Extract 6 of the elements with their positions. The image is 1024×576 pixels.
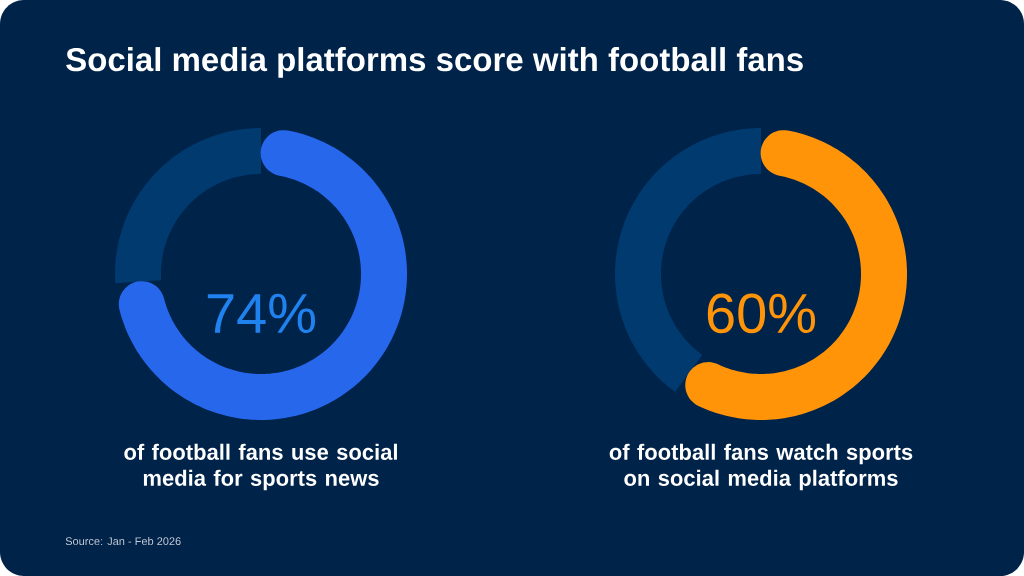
text: of football fans use social media for sports news <box>124 443 397 491</box>
source-note: Source: Jan - Feb 2026 <box>65 537 181 546</box>
text: of football fans watch sports on social media platforms <box>609 443 913 491</box>
chart-title: Social media platforms score with football fans <box>66 47 803 78</box>
data-label: 60% <box>707 293 816 334</box>
data-label: 74% <box>207 293 316 334</box>
